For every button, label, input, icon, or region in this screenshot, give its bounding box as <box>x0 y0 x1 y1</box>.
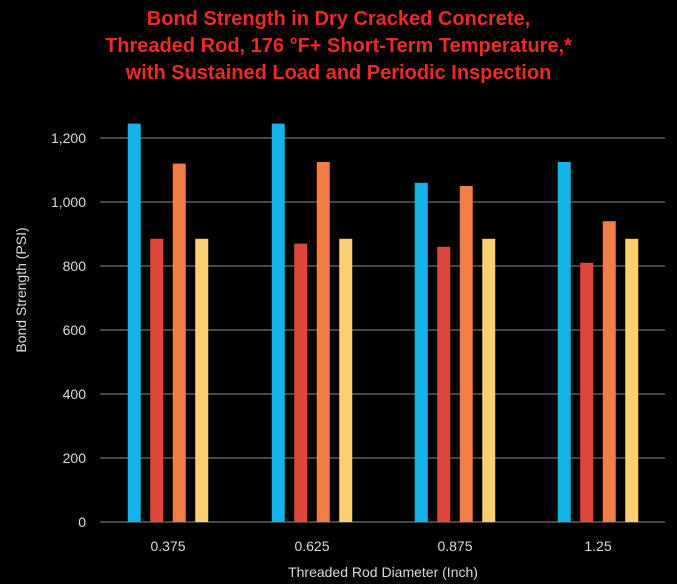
chart-title-line-1: Bond Strength in Dry Cracked Concrete, <box>146 8 531 30</box>
bar-0.625-series-3 <box>316 162 330 522</box>
x-tick-label: 0.625 <box>294 538 329 554</box>
bar-0.375-series-4 <box>195 238 209 523</box>
bar-0.875-series-3 <box>459 186 473 522</box>
y-axis-ticks: 0 200 400 600 800 1,000 1,200 <box>51 130 86 530</box>
y-tick-label: 400 <box>63 386 87 402</box>
x-tick-label: 1.25 <box>584 538 611 554</box>
y-tick-label: 0 <box>78 514 86 530</box>
chart-title-line-3: with Sustained Load and Periodic Inspect… <box>125 62 552 84</box>
x-axis-ticks: 0.375 0.625 0.875 1.25 <box>150 538 611 554</box>
gridlines <box>100 137 665 523</box>
x-axis-title: Threaded Rod Diameter (Inch) <box>288 564 478 580</box>
y-tick-label: 1,000 <box>51 194 86 210</box>
y-axis-title: Bond Strength (PSI) <box>13 227 29 352</box>
x-tick-label: 0.375 <box>150 538 185 554</box>
bar-0.375-series-2 <box>150 238 164 523</box>
bar-0.625-series-2 <box>294 243 308 522</box>
bar-1.25-series-4 <box>625 238 639 523</box>
bar-0.375-series-3 <box>172 163 186 522</box>
bar-0.875-series-2 <box>437 246 451 523</box>
bar-1.25-series-3 <box>602 221 616 522</box>
y-tick-label: 200 <box>63 450 87 466</box>
bar-1.25-series-1 <box>557 162 571 522</box>
y-tick-label: 600 <box>63 322 87 338</box>
chart-title: Bond Strength in Dry Cracked Concrete, T… <box>0 6 677 87</box>
x-tick-label: 0.875 <box>437 538 472 554</box>
bar-0.875-series-4 <box>482 238 496 523</box>
bar-1.25-series-2 <box>580 262 594 522</box>
bars <box>127 123 639 523</box>
y-tick-label: 800 <box>63 258 87 274</box>
bar-0.625-series-1 <box>271 123 285 522</box>
bar-0.875-series-1 <box>414 182 428 523</box>
bar-0.625-series-4 <box>339 238 353 523</box>
chart-title-line-2: Threaded Rod, 176 °F+ Short-Term Tempera… <box>105 35 572 57</box>
bar-0.375-series-1 <box>127 123 141 522</box>
y-tick-label: 1,200 <box>51 130 86 146</box>
